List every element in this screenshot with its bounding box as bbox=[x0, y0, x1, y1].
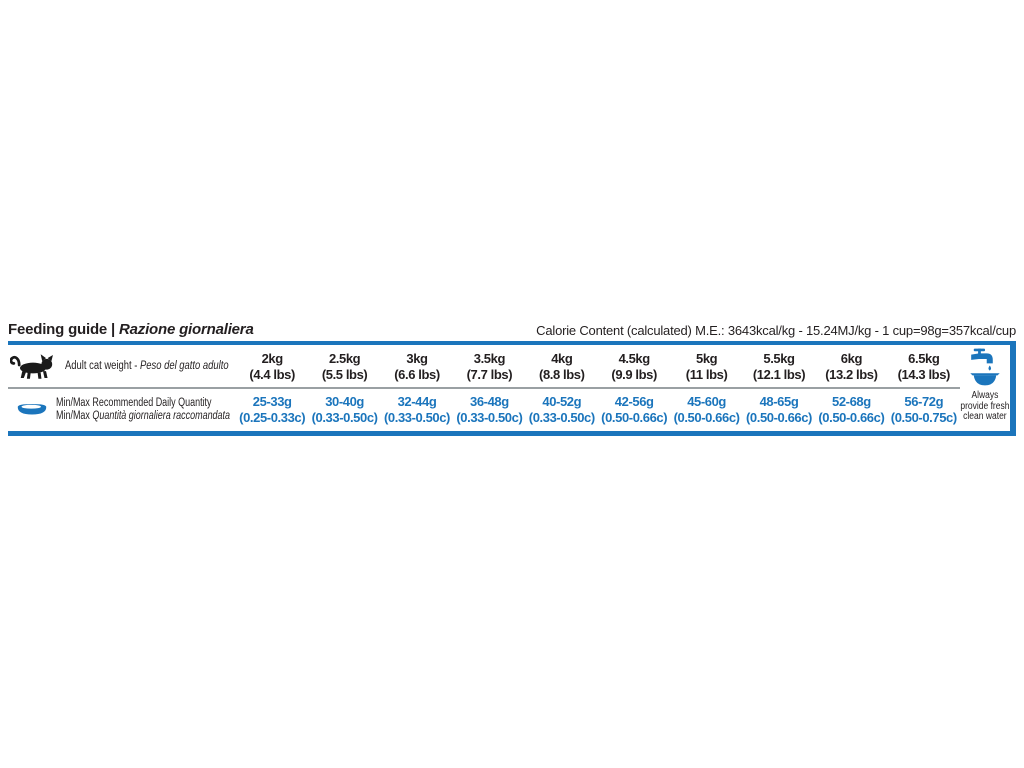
feeding-guide-table: Feeding guide | Razione giornaliera Calo… bbox=[8, 320, 1016, 436]
weight-lbs: (12.1 lbs) bbox=[752, 366, 806, 382]
faucet-water-bowl-icon bbox=[966, 348, 1004, 389]
quantity-cups: (0.50-0.75c) bbox=[890, 409, 957, 425]
weight-cell: 2kg (4.4 lbs) bbox=[236, 345, 309, 389]
weight-kg: 2kg bbox=[261, 351, 284, 366]
daily-quantity-label-it: Min/Max Quantità giornaliera raccomandat… bbox=[56, 410, 230, 423]
weight-kg: 4kg bbox=[551, 351, 573, 366]
food-bowl-icon bbox=[10, 403, 47, 417]
quantity-grams: 56-72g bbox=[904, 394, 944, 409]
weight-kg: 3kg bbox=[406, 351, 428, 366]
weight-lbs: (13.2 lbs) bbox=[825, 366, 878, 382]
weight-kg: 4.5kg bbox=[618, 351, 651, 366]
weight-cell: 4kg (8.8 lbs) bbox=[525, 345, 598, 389]
quantity-cell: 32-44g (0.33-0.50c) bbox=[381, 389, 453, 431]
weight-cell: 3.5kg (7.7 lbs) bbox=[453, 345, 526, 389]
daily-quantity-label-en: Min/Max Recommended Daily Quantity bbox=[56, 397, 212, 409]
quantity-cell: 42-56g (0.50-0.66c) bbox=[598, 389, 670, 431]
cat-icon bbox=[10, 353, 56, 380]
weight-lbs: (4.4 lbs) bbox=[249, 366, 295, 382]
quantity-cups: (0.25-0.33c) bbox=[239, 409, 306, 425]
weight-cell: 5.5kg (12.1 lbs) bbox=[742, 345, 816, 389]
weight-kg: 5.5kg bbox=[763, 351, 795, 366]
quantity-grams: 42-56g bbox=[614, 394, 654, 409]
quantity-cups: (0.50-0.66c) bbox=[673, 409, 740, 425]
weight-lbs: (7.7 lbs) bbox=[466, 366, 513, 382]
weight-lbs: (9.9 lbs) bbox=[611, 366, 657, 382]
quantity-cell: 40-52g (0.33-0.50c) bbox=[526, 389, 598, 431]
quantity-grams: 36-48g bbox=[469, 394, 509, 409]
label-separator: - bbox=[131, 359, 140, 372]
quantity-cups: (0.33-0.50c) bbox=[456, 409, 523, 425]
calorie-content-text: Calorie Content (calculated) M.E.: 3643k… bbox=[536, 323, 1016, 338]
quantity-cups: (0.50-0.66c) bbox=[745, 409, 812, 425]
water-note-line3: clean water bbox=[963, 411, 1007, 422]
quantity-cups: (0.50-0.66c) bbox=[601, 409, 668, 425]
water-note: Always provide fresh clean water bbox=[960, 390, 1010, 423]
weight-lbs: (8.8 lbs) bbox=[539, 366, 585, 382]
water-note-line1: Always bbox=[971, 390, 999, 401]
quantity-cell: 45-60g (0.50-0.66c) bbox=[670, 389, 742, 431]
adult-cat-weight-label: Adult cat weight - Peso del gatto adulto bbox=[65, 360, 229, 373]
weight-kg: 3.5kg bbox=[473, 351, 506, 366]
daily-quantity-minmax-prefix: Min/Max bbox=[56, 410, 93, 422]
weight-cell: 4.5kg (9.9 lbs) bbox=[598, 345, 671, 389]
table-title: Feeding guide | Razione giornaliera bbox=[8, 321, 254, 338]
quantity-cell: 30-40g (0.33-0.50c) bbox=[308, 389, 380, 431]
weight-kg: 6kg bbox=[840, 351, 863, 366]
title-english: Feeding guide bbox=[8, 321, 108, 338]
weight-cell: 2.5kg (5.5 lbs) bbox=[308, 345, 381, 389]
quantity-grams: 40-52g bbox=[542, 394, 582, 409]
weight-cell: 3kg (6.6 lbs) bbox=[380, 345, 454, 389]
adult-cat-weight-label-en: Adult cat weight bbox=[65, 359, 132, 372]
quantity-cups: (0.33-0.50c) bbox=[383, 409, 450, 425]
daily-quantity-label: Min/Max Recommended Daily Quantity Min/M… bbox=[56, 397, 230, 423]
adult-cat-weight-label-it: Peso del gatto adulto bbox=[139, 359, 229, 372]
table-header: Feeding guide | Razione giornaliera Calo… bbox=[8, 320, 1016, 345]
weight-kg: 5kg bbox=[695, 351, 718, 366]
quantity-grams: 45-60g bbox=[687, 394, 726, 409]
weights-row-label: Adult cat weight - Peso del gatto adulto bbox=[8, 345, 236, 389]
quantity-grams: 30-40g bbox=[325, 394, 364, 409]
quantity-cell: 52-68g (0.50-0.66c) bbox=[815, 389, 887, 431]
weight-lbs: (14.3 lbs) bbox=[897, 366, 951, 382]
weight-cell: 5kg (11 lbs) bbox=[670, 345, 743, 389]
water-note-line2: provide fresh bbox=[960, 400, 1010, 412]
title-separator: | bbox=[107, 321, 120, 338]
water-cell: Always provide fresh clean water bbox=[960, 345, 1010, 431]
weight-cell: 6kg (13.2 lbs) bbox=[815, 345, 888, 389]
table-body: Adult cat weight - Peso del gatto adulto… bbox=[8, 345, 1016, 436]
quantity-grams: 32-44g bbox=[397, 394, 437, 409]
title-italian: Razione giornaliera bbox=[119, 321, 254, 338]
weight-kg: 6.5kg bbox=[908, 351, 940, 366]
quantity-grams: 25-33g bbox=[252, 394, 292, 409]
weight-lbs: (6.6 lbs) bbox=[394, 366, 440, 382]
quantity-row-label: Min/Max Recommended Daily Quantity Min/M… bbox=[8, 389, 236, 431]
quantity-cups: (0.33-0.50c) bbox=[528, 409, 595, 425]
quantity-cups: (0.33-0.50c) bbox=[311, 409, 378, 425]
quantity-cell: 25-33g (0.25-0.33c) bbox=[236, 389, 308, 431]
quantity-grams: 48-65g bbox=[759, 394, 799, 409]
daily-quantity-italian: Quantità giornaliera raccomandata bbox=[92, 410, 231, 422]
weight-cell: 6.5kg (14.3 lbs) bbox=[887, 345, 960, 389]
quantity-cups: (0.50-0.66c) bbox=[818, 409, 885, 425]
quantity-cell: 48-65g (0.50-0.66c) bbox=[743, 389, 815, 431]
weight-kg: 2.5kg bbox=[328, 351, 361, 366]
weight-lbs: (5.5 lbs) bbox=[321, 366, 368, 382]
quantity-cell: 36-48g (0.33-0.50c) bbox=[453, 389, 525, 431]
weight-lbs: (11 lbs) bbox=[685, 366, 728, 382]
quantity-grams: 52-68g bbox=[831, 394, 871, 409]
quantity-cell: 56-72g (0.50-0.75c) bbox=[888, 389, 960, 431]
